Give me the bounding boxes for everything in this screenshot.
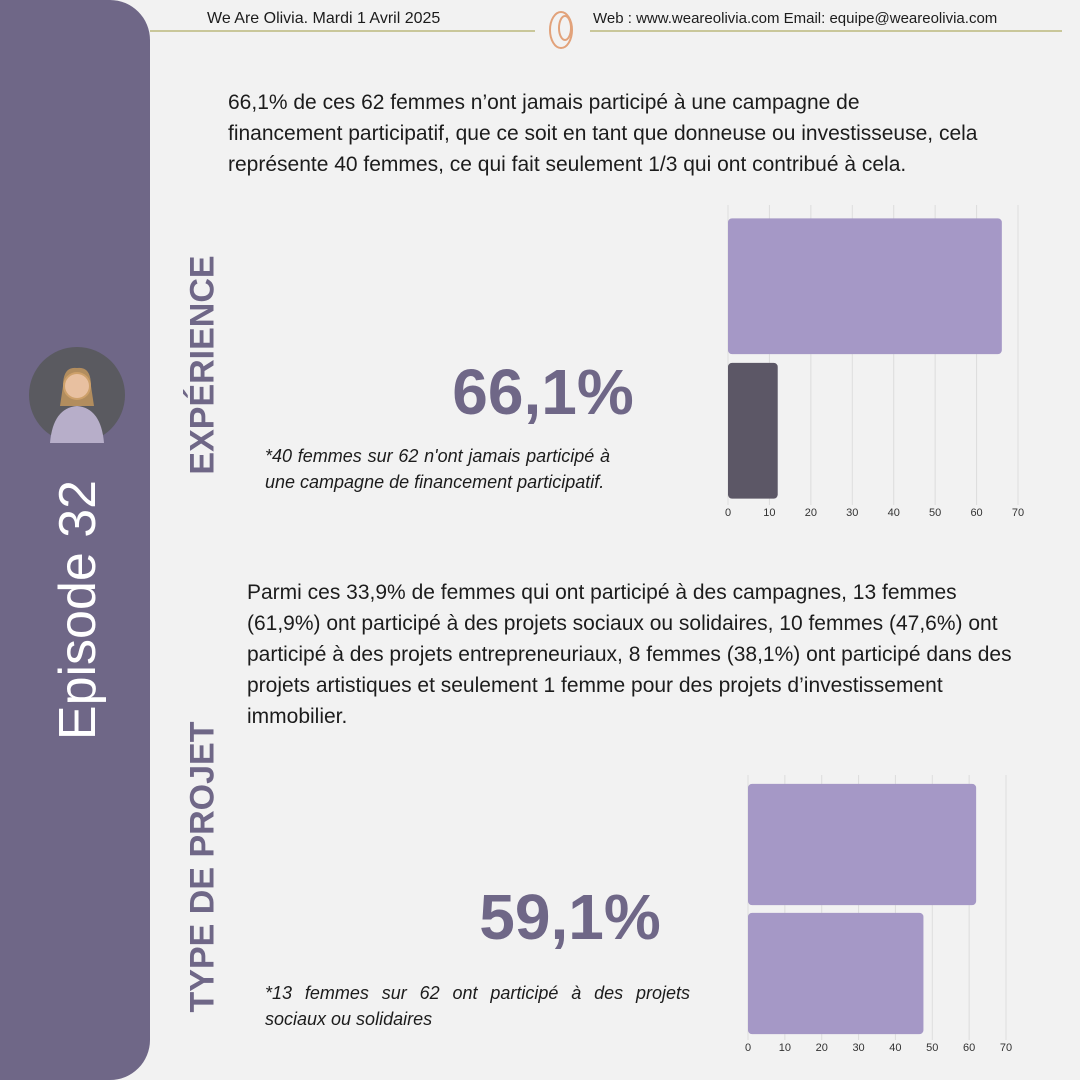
x-tick-label: 50 <box>929 507 941 519</box>
chart: 0 10 20 30 40 50 60 70 <box>745 775 1012 1054</box>
x-tick-label: 70 <box>1012 507 1024 519</box>
header-left: We Are Olivia. Mardi 1 Avril 2025 <box>207 10 441 27</box>
x-tick-label: 30 <box>852 1042 864 1054</box>
section-label: EXPÉRIENCE <box>183 255 222 475</box>
avatar <box>29 347 125 443</box>
x-tick-label: 0 <box>745 1042 751 1054</box>
note: *13 femmes sur 62 ont participé à des pr… <box>265 983 690 1029</box>
bar <box>728 218 1002 355</box>
chart: 0 10 20 30 40 50 60 70 <box>725 205 1024 519</box>
x-tick-label: 50 <box>926 1042 938 1054</box>
x-tick-label: 60 <box>970 507 982 519</box>
paragraph: Parmi ces 33,9% de femmes qui ont partic… <box>247 581 1012 728</box>
rule <box>590 30 1062 32</box>
bar <box>748 783 977 906</box>
x-tick-label: 40 <box>889 1042 901 1054</box>
x-tick-label: 20 <box>805 507 817 519</box>
bar <box>748 912 924 1035</box>
x-tick-label: 40 <box>888 507 900 519</box>
header-right: Web : www.weareolivia.com Email: equipe@… <box>593 10 998 27</box>
episode: Episode 32 <box>49 479 107 741</box>
x-tick-label: 10 <box>763 507 775 519</box>
highlight: 66,1% <box>452 356 634 428</box>
x-tick-label: 0 <box>725 507 731 519</box>
logo <box>549 11 573 49</box>
highlight: 59,1% <box>479 881 661 953</box>
x-tick-label: 20 <box>816 1042 828 1054</box>
x-tick-label: 10 <box>779 1042 791 1054</box>
paragraph: 66,1% de ces 62 femmes n’ont jamais part… <box>228 91 978 176</box>
section-label: TYPE DE PROJET <box>183 721 222 1013</box>
x-tick-label: 60 <box>963 1042 975 1054</box>
rule <box>150 30 535 32</box>
x-tick-label: 70 <box>1000 1042 1012 1054</box>
note: *40 femmes sur 62 n'ont jamais participé… <box>265 446 610 492</box>
x-tick-label: 30 <box>846 507 858 519</box>
bar <box>728 362 778 499</box>
sidebar <box>0 0 150 1080</box>
